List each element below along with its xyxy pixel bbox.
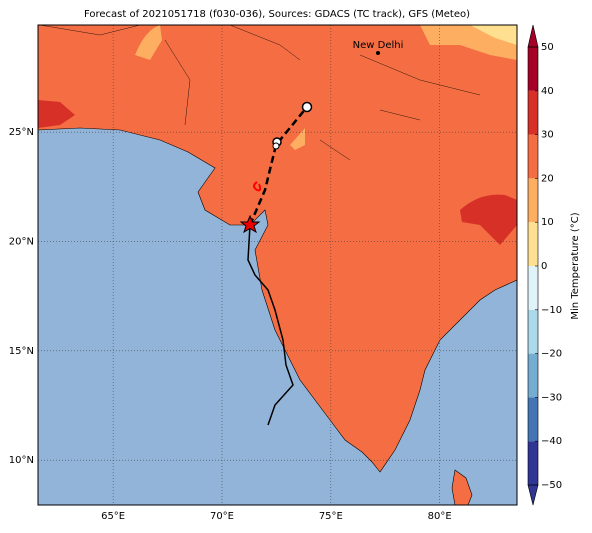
- cyclone-symbol: [253, 181, 262, 192]
- colorbar-tick-label: 50: [541, 42, 554, 53]
- colorbar-band: [528, 134, 538, 179]
- colorbar-tick-label: −10: [541, 305, 562, 316]
- warm-patch: [38, 100, 75, 128]
- forecast-track: [248, 106, 308, 226]
- cool-patch: [135, 25, 162, 60]
- past-track: [247, 224, 294, 426]
- colorbar-tick-label: 20: [541, 173, 554, 184]
- lat-tick-label: 15°N: [9, 346, 34, 357]
- colorbar-label: Min Temperature (°C): [570, 212, 581, 319]
- lat-tick-label: 10°N: [9, 455, 34, 466]
- colorbar-tick-label: −50: [541, 480, 562, 491]
- cool-patch: [470, 25, 517, 45]
- cyclone-position: [239, 214, 261, 234]
- colorbar-extend: [527, 24, 539, 48]
- colorbar-extend: [527, 484, 539, 506]
- city-label: New Delhi: [353, 40, 404, 51]
- colorbar-band: [528, 441, 538, 485]
- colorbar-band: [528, 222, 538, 266]
- colorbar-tick-label: −30: [541, 392, 562, 403]
- lat-tick-label: 25°N: [9, 127, 34, 138]
- map-area: New Delhi: [38, 25, 517, 505]
- warm-patch: [460, 194, 517, 245]
- track-point: [301, 101, 313, 113]
- cool-patch: [290, 128, 305, 150]
- colorbar-band: [528, 47, 538, 91]
- lon-tick-label: 65°E: [101, 511, 125, 522]
- colorbar-tick-label: 0: [541, 261, 547, 272]
- title: Forecast of 2021051718 (f030-036), Sourc…: [84, 9, 470, 20]
- colorbar-band: [528, 309, 538, 354]
- lon-tick-label: 70°E: [210, 511, 234, 522]
- land: [38, 25, 517, 473]
- colorbar-tick-label: −20: [541, 349, 562, 360]
- border: [39, 25, 481, 161]
- colorbar-band: [528, 178, 538, 223]
- track-point: [272, 142, 280, 150]
- sri-lanka: [451, 469, 473, 505]
- colorbar-band: [528, 353, 538, 398]
- city-dot: [376, 51, 380, 55]
- colorbar-band: [528, 397, 538, 442]
- colorbar-tick-label: 10: [541, 217, 554, 228]
- lon-tick-label: 75°E: [319, 511, 343, 522]
- colorbar-band: [528, 90, 538, 135]
- lat-tick-label: 20°N: [9, 236, 34, 247]
- colorbar-band: [528, 266, 538, 310]
- colorbar-tick-label: 30: [541, 130, 554, 141]
- lon-tick-label: 80°E: [428, 511, 452, 522]
- colorbar-tick-label: 40: [541, 86, 554, 97]
- map-frame: [37, 24, 518, 506]
- colorbar-tick-label: −40: [541, 436, 562, 447]
